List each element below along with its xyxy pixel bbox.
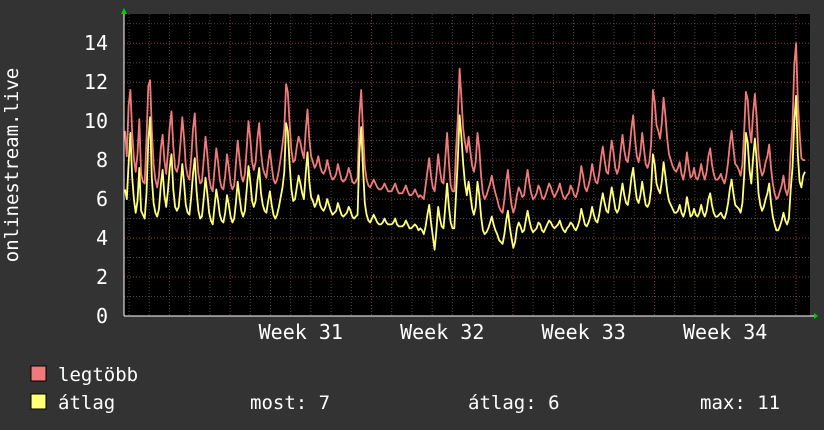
x-tick-label: Week 31 [259, 320, 343, 344]
horizontal-grid [124, 23, 810, 298]
y-axis-arrow-icon [121, 8, 127, 14]
x-tick-label: Week 33 [542, 320, 626, 344]
legend-label-avg: átlag [58, 392, 115, 414]
stat-avg: átlag: 6 [468, 392, 560, 414]
series-line-avg [124, 94, 806, 251]
y-tick-label: 0 [96, 304, 108, 328]
y-tick-label: 14 [84, 31, 108, 55]
y-tick-label: 6 [96, 187, 108, 211]
vertical-grid [128, 14, 797, 316]
plot-background [124, 14, 810, 316]
stat-max: max: 11 [700, 392, 780, 414]
y-tick-labels: 0 2 4 6 8 10 12 14 [84, 31, 108, 328]
y-tick-label: 12 [84, 70, 108, 94]
series-line-max [124, 42, 805, 214]
y-axis-label: onlinestream.live [1, 68, 23, 262]
legend-swatch-avg [30, 393, 47, 410]
x-tick-labels: Week 31 Week 32 Week 33 Week 34 [259, 320, 768, 344]
x-tick-label: Week 32 [400, 320, 484, 344]
legend-label-max: legtöbb [58, 364, 138, 386]
y-tick-label: 2 [96, 265, 108, 289]
stat-now: most: 7 [250, 392, 330, 414]
y-tick-label: 4 [96, 226, 108, 250]
y-tick-label: 10 [84, 109, 108, 133]
x-axis-arrow-icon [814, 313, 818, 319]
x-tick-label: Week 34 [683, 320, 767, 344]
legend-swatch-max [30, 365, 47, 382]
series-layer [124, 42, 806, 251]
y-tick-label: 8 [96, 148, 108, 172]
